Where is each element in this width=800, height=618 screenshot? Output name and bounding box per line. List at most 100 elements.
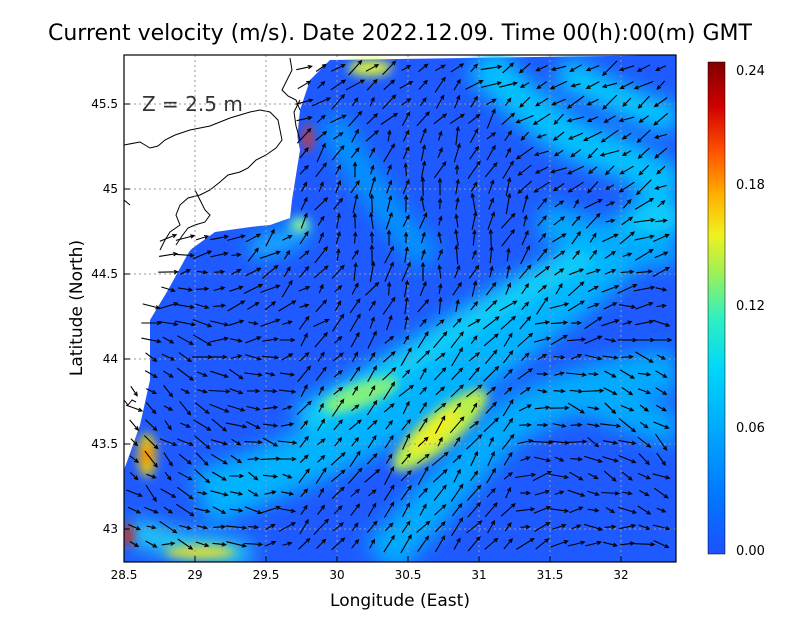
- velocity-arrow: [621, 386, 634, 396]
- velocity-arrow: [516, 537, 535, 550]
- velocity-arrow: [314, 331, 328, 348]
- velocity-arrow: [366, 452, 378, 465]
- velocity-arrow: [384, 434, 394, 449]
- velocity-arrow: [334, 300, 342, 311]
- velocity-arrow: [400, 533, 412, 554]
- velocity-arrow: [584, 354, 603, 361]
- velocity-arrow: [159, 233, 178, 242]
- velocity-arrow: [262, 337, 279, 342]
- velocity-arrow: [229, 388, 244, 395]
- velocity-arrow: [601, 491, 620, 496]
- velocity-arrow: [418, 487, 428, 498]
- velocity-arrow: [399, 80, 414, 89]
- velocity-arrow: [499, 300, 518, 312]
- velocity-arrow: [316, 142, 326, 163]
- velocity-arrow: [403, 279, 410, 298]
- velocity-arrow: [229, 285, 244, 292]
- velocity-arrow: [314, 246, 328, 264]
- velocity-arrow: [622, 320, 633, 326]
- velocity-arrow: [468, 352, 481, 362]
- velocity-arrow: [212, 542, 227, 547]
- velocity-arrow: [129, 541, 140, 548]
- velocity-arrow: [382, 94, 397, 110]
- velocity-arrow: [637, 505, 652, 515]
- velocity-arrow: [383, 501, 395, 518]
- velocity-arrow: [437, 147, 443, 159]
- velocity-arrow: [650, 337, 673, 343]
- velocity-arrow: [532, 470, 553, 482]
- velocity-arrow: [213, 303, 227, 308]
- velocity-arrow: [587, 423, 601, 428]
- velocity-arrow: [231, 438, 242, 446]
- velocity-arrow: [369, 231, 375, 244]
- velocity-arrow: [402, 145, 410, 160]
- velocity-arrow: [601, 284, 620, 293]
- velocity-arrow: [384, 466, 395, 485]
- velocity-arrow: [653, 97, 668, 108]
- velocity-arrow: [402, 433, 411, 450]
- x-tick-label: 32: [613, 568, 628, 582]
- velocity-arrow: [503, 451, 513, 466]
- velocity-arrow: [500, 212, 516, 229]
- velocity-arrow: [437, 231, 442, 244]
- velocity-arrow: [403, 194, 409, 213]
- velocity-arrow: [299, 303, 310, 308]
- velocity-arrow: [367, 489, 377, 497]
- velocity-arrow: [500, 315, 517, 330]
- velocity-arrow: [437, 197, 443, 210]
- y-tick-label: 43.5: [91, 437, 118, 451]
- velocity-arrow: [432, 331, 448, 349]
- velocity-arrow: [369, 96, 375, 107]
- velocity-arrow: [554, 268, 565, 276]
- velocity-arrow: [229, 473, 245, 479]
- velocity-arrow: [621, 471, 633, 481]
- velocity-arrow: [466, 384, 483, 398]
- velocity-arrow: [386, 229, 392, 246]
- velocity-arrow: [365, 129, 379, 142]
- velocity-arrow: [383, 403, 395, 413]
- velocity-arrow: [179, 422, 191, 428]
- y-tick-label: 45: [103, 182, 118, 196]
- velocity-arrow: [243, 283, 264, 294]
- velocity-arrow: [295, 98, 314, 105]
- velocity-arrow: [403, 231, 409, 244]
- velocity-arrow: [622, 97, 632, 107]
- velocity-arrow: [296, 400, 312, 416]
- velocity-arrow: [130, 438, 139, 447]
- velocity-arrow: [227, 300, 246, 312]
- velocity-arrow: [300, 332, 308, 347]
- velocity-arrow: [259, 250, 282, 259]
- velocity-arrow: [653, 540, 670, 549]
- velocity-arrow: [248, 524, 260, 530]
- velocity-arrow: [347, 467, 363, 484]
- velocity-arrow: [317, 351, 325, 362]
- velocity-arrow: [656, 165, 666, 175]
- velocity-arrow: [653, 133, 668, 139]
- velocity-arrow: [159, 438, 178, 447]
- velocity-arrow: [335, 164, 342, 175]
- velocity-arrow: [437, 177, 443, 196]
- velocity-arrow: [419, 401, 427, 414]
- velocity-arrow: [261, 264, 279, 279]
- velocity-arrow: [279, 507, 297, 514]
- velocity-arrow: [503, 538, 514, 550]
- velocity-arrow: [639, 404, 650, 412]
- velocity-arrow: [351, 128, 359, 143]
- velocity-arrow: [601, 319, 620, 327]
- velocity-arrow: [318, 283, 324, 294]
- velocity-arrow: [652, 319, 671, 327]
- velocity-arrow: [313, 318, 330, 327]
- velocity-arrow: [637, 472, 652, 480]
- velocity-arrow: [351, 249, 359, 260]
- velocity-arrow: [639, 489, 650, 497]
- velocity-arrow: [336, 248, 341, 261]
- velocity-arrow: [583, 131, 603, 141]
- velocity-arrow: [417, 466, 429, 486]
- velocity-arrow: [637, 436, 652, 448]
- velocity-arrow: [299, 230, 309, 245]
- velocity-arrow: [330, 64, 346, 72]
- velocity-arrow: [247, 247, 259, 262]
- velocity-arrow: [280, 372, 296, 377]
- velocity-arrow: [345, 79, 366, 91]
- velocity-arrow: [520, 524, 531, 530]
